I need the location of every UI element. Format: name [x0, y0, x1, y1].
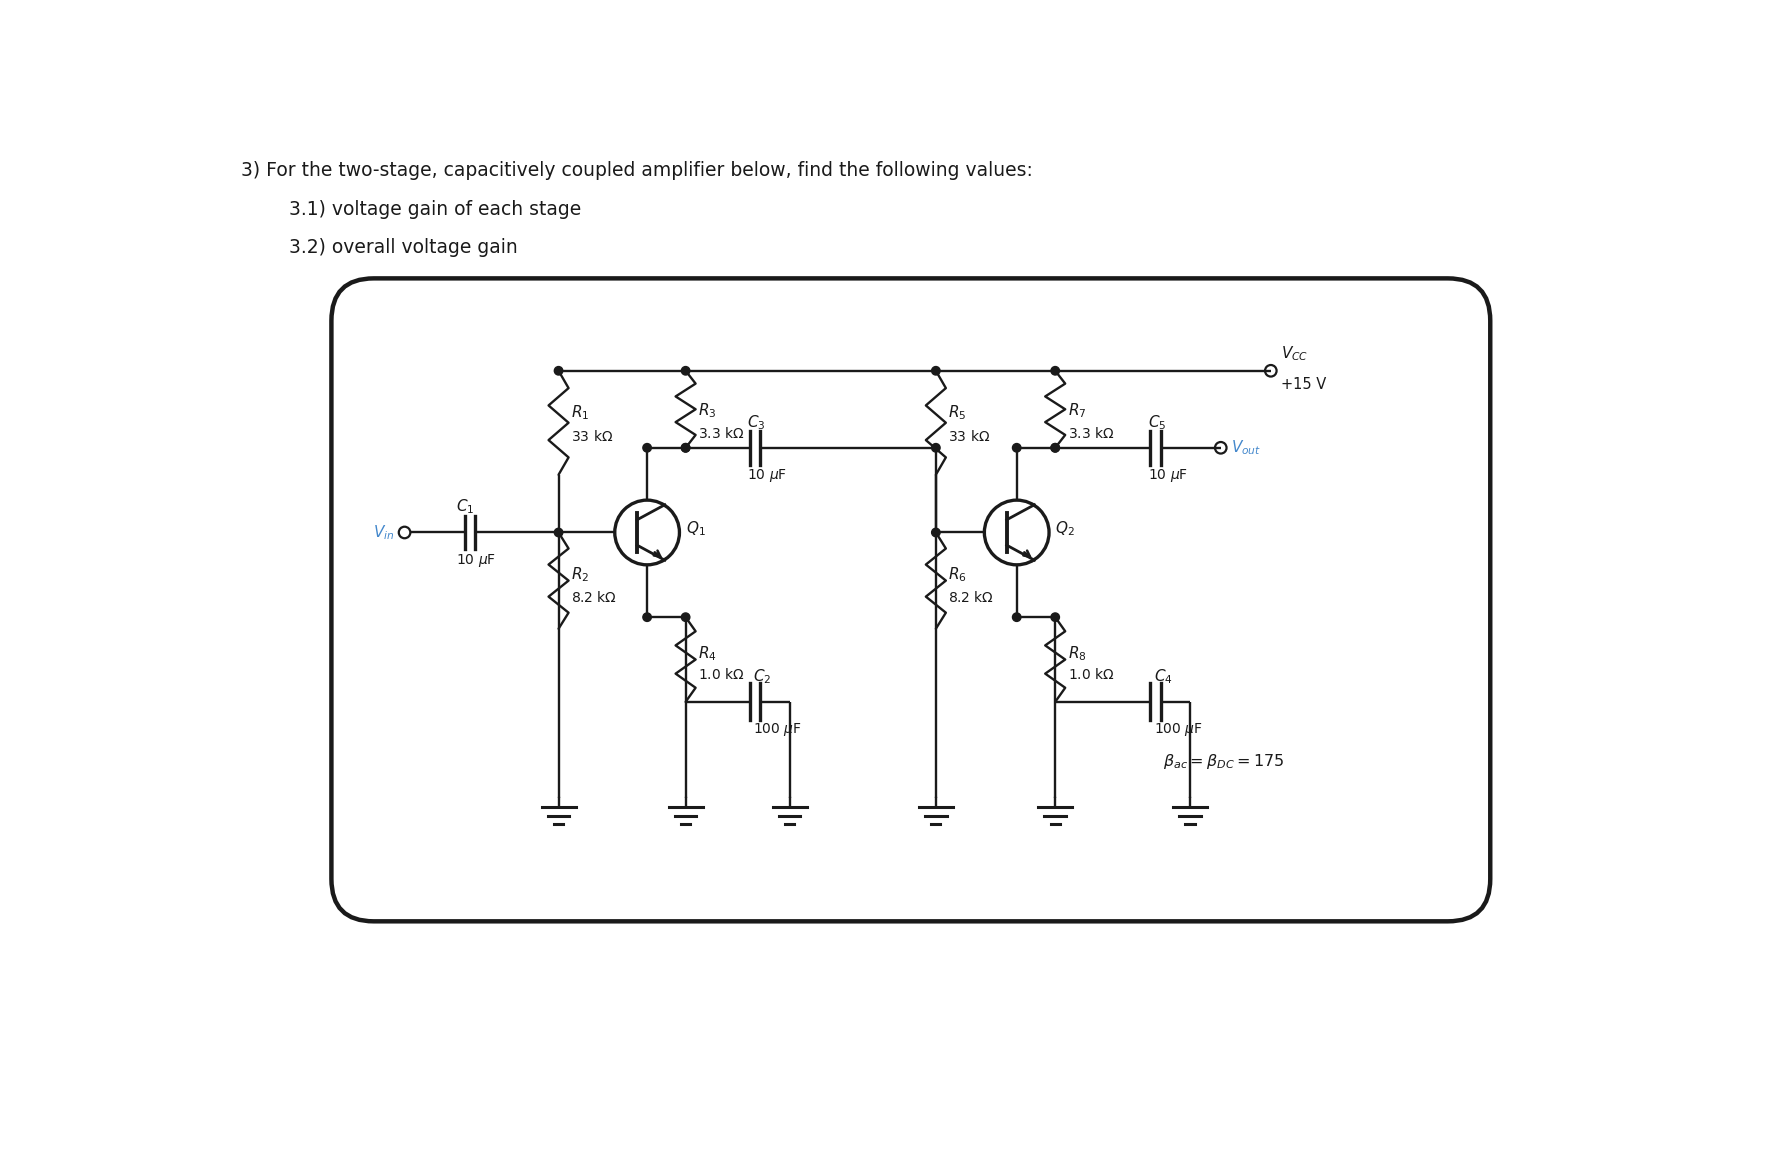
Circle shape	[1051, 613, 1060, 621]
Circle shape	[555, 366, 562, 376]
Circle shape	[681, 444, 690, 452]
Text: $\beta_{ac} = \beta_{DC} = 175$: $\beta_{ac} = \beta_{DC} = 175$	[1163, 752, 1284, 771]
Circle shape	[642, 613, 651, 621]
Text: $R_5$: $R_5$	[947, 404, 967, 423]
Text: 3.1) voltage gain of each stage: 3.1) voltage gain of each stage	[241, 199, 582, 219]
Text: 8.2 k$\Omega$: 8.2 k$\Omega$	[571, 591, 617, 606]
Circle shape	[931, 366, 940, 376]
Circle shape	[642, 444, 651, 452]
Text: 10 $\mu$F: 10 $\mu$F	[457, 552, 496, 569]
Circle shape	[555, 529, 562, 537]
Text: $Q_1$: $Q_1$	[685, 520, 705, 538]
Text: 100 $\mu$F: 100 $\mu$F	[1154, 721, 1202, 738]
Circle shape	[931, 529, 940, 537]
FancyBboxPatch shape	[332, 279, 1490, 922]
Circle shape	[681, 613, 690, 621]
Circle shape	[1051, 366, 1060, 376]
Circle shape	[1013, 444, 1020, 452]
Text: $R_8$: $R_8$	[1067, 645, 1086, 664]
Text: $V_{out}$: $V_{out}$	[1231, 439, 1261, 457]
Circle shape	[681, 366, 690, 376]
Text: $R_3$: $R_3$	[698, 401, 717, 420]
Circle shape	[681, 444, 690, 452]
Text: 1.0 k$\Omega$: 1.0 k$\Omega$	[1067, 667, 1115, 682]
Circle shape	[1013, 613, 1020, 621]
Text: 8.2 k$\Omega$: 8.2 k$\Omega$	[947, 591, 994, 606]
Text: 3.3 k$\Omega$: 3.3 k$\Omega$	[1067, 426, 1115, 441]
Text: $V_{in}$: $V_{in}$	[373, 523, 394, 541]
Text: $R_6$: $R_6$	[947, 566, 967, 584]
Text: $C_3$: $C_3$	[747, 412, 765, 432]
Text: $C_5$: $C_5$	[1147, 412, 1167, 432]
Text: 33 k$\Omega$: 33 k$\Omega$	[571, 429, 614, 444]
Text: $C_2$: $C_2$	[753, 667, 772, 685]
Circle shape	[1051, 444, 1060, 452]
Text: 3) For the two-stage, capacitively coupled amplifier below, find the following v: 3) For the two-stage, capacitively coupl…	[241, 161, 1033, 181]
Text: $Q_2$: $Q_2$	[1054, 520, 1076, 538]
Text: $V_{CC}$: $V_{CC}$	[1281, 344, 1308, 363]
Text: $R_4$: $R_4$	[698, 645, 717, 664]
Text: $R_7$: $R_7$	[1067, 401, 1086, 420]
Text: 1.0 k$\Omega$: 1.0 k$\Omega$	[698, 667, 744, 682]
Circle shape	[931, 444, 940, 452]
Text: 33 k$\Omega$: 33 k$\Omega$	[947, 429, 990, 444]
Text: 100 $\mu$F: 100 $\mu$F	[753, 721, 803, 738]
Text: $R_1$: $R_1$	[571, 404, 589, 423]
Text: $C_4$: $C_4$	[1154, 667, 1172, 685]
Text: 3.3 k$\Omega$: 3.3 k$\Omega$	[698, 426, 744, 441]
Text: 10 $\mu$F: 10 $\mu$F	[747, 467, 787, 484]
Text: $C_1$: $C_1$	[457, 498, 475, 516]
Circle shape	[1051, 444, 1060, 452]
Text: 3.2) overall voltage gain: 3.2) overall voltage gain	[241, 238, 517, 257]
Text: +15 V: +15 V	[1281, 377, 1326, 392]
Text: $R_2$: $R_2$	[571, 566, 589, 584]
Text: 10 $\mu$F: 10 $\mu$F	[1147, 467, 1188, 484]
